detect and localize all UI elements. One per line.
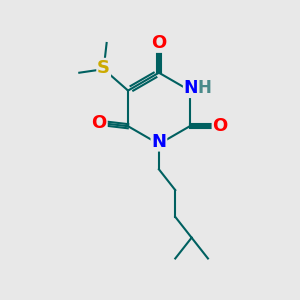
Text: H: H bbox=[198, 79, 212, 97]
Text: S: S bbox=[97, 59, 110, 77]
Text: N: N bbox=[184, 79, 199, 97]
Text: O: O bbox=[151, 34, 166, 52]
Text: N: N bbox=[152, 133, 166, 151]
Text: O: O bbox=[92, 114, 107, 132]
Text: O: O bbox=[212, 117, 228, 135]
